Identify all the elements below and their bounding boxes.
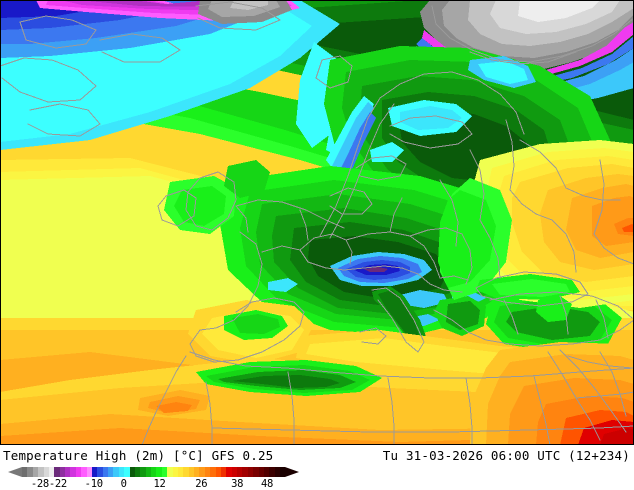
scale-swatch <box>81 467 87 477</box>
scale-swatch <box>48 467 55 477</box>
scale-swatch <box>226 467 232 477</box>
scale-tick-label: 26 <box>195 478 208 490</box>
scale-swatch <box>231 467 237 477</box>
scale-tick-label: -28 <box>30 478 49 490</box>
scale-swatch <box>140 467 146 477</box>
scale-swatch <box>54 467 60 477</box>
scale-swatch <box>188 467 194 477</box>
color-scale-legend[interactable]: -28 -22 -10 0 12 26 38 48 <box>0 466 320 490</box>
scale-swatch <box>118 467 125 477</box>
temperature-map[interactable] <box>0 0 634 445</box>
map-footer: Temperature High (2m) [°C] GFS 0.25 Tu 3… <box>0 445 634 490</box>
scale-swatch <box>102 467 108 477</box>
scale-swatch <box>263 467 270 477</box>
scale-over-arrow-icon <box>285 467 299 477</box>
scale-swatch <box>167 467 173 477</box>
scale-swatch <box>134 467 141 477</box>
scale-swatch <box>172 467 178 477</box>
scale-swatch <box>113 467 119 477</box>
scale-swatch <box>204 467 211 477</box>
scale-swatch <box>161 467 168 477</box>
scale-swatch <box>215 467 221 477</box>
scale-swatch <box>124 467 130 477</box>
scale-swatch <box>237 467 243 477</box>
scale-swatch <box>75 467 82 477</box>
scale-under-arrow-icon <box>8 467 22 477</box>
color-scale-bar <box>22 467 286 477</box>
scale-swatch <box>269 467 275 477</box>
scale-swatch <box>199 467 205 477</box>
scale-tick-label: 0 <box>120 478 127 490</box>
scale-swatch <box>194 467 200 477</box>
scale-swatch <box>97 467 103 477</box>
scale-swatch <box>86 467 92 477</box>
scale-swatch <box>210 467 216 477</box>
scale-swatch <box>108 467 114 477</box>
scale-swatch <box>280 467 286 477</box>
scale-swatch <box>32 467 39 477</box>
scale-tick-label: 12 <box>153 478 166 490</box>
scale-swatch <box>38 467 44 477</box>
scale-swatch <box>156 467 162 477</box>
map-title: Temperature High (2m) [°C] GFS 0.25 <box>3 448 274 463</box>
map-valid-time: Tu 31-03-2026 06:00 UTC (12+234) <box>382 448 630 463</box>
scale-swatch <box>242 467 248 477</box>
scale-swatch <box>177 467 184 477</box>
scale-swatch <box>91 467 98 477</box>
temperature-field <box>0 0 634 445</box>
scale-swatch <box>22 467 28 477</box>
scale-swatch <box>70 467 76 477</box>
scale-swatch <box>258 467 264 477</box>
scale-tick-label: -10 <box>84 478 103 490</box>
scale-swatch <box>129 467 135 477</box>
scale-swatch <box>247 467 254 477</box>
scale-tick-label: 38 <box>231 478 244 490</box>
scale-swatch <box>151 467 157 477</box>
scale-swatch <box>183 467 189 477</box>
scale-swatch <box>59 467 65 477</box>
scale-swatch <box>43 467 49 477</box>
scale-swatch <box>253 467 259 477</box>
scale-swatch <box>274 467 280 477</box>
scale-tick-label: -22 <box>48 478 67 490</box>
scale-swatch <box>65 467 71 477</box>
scale-tick-label: 48 <box>261 478 274 490</box>
scale-swatch <box>145 467 151 477</box>
scale-swatch <box>220 467 227 477</box>
scale-swatch <box>27 467 33 477</box>
color-scale-ticks: -28 -22 -10 0 12 26 38 48 <box>0 478 320 490</box>
